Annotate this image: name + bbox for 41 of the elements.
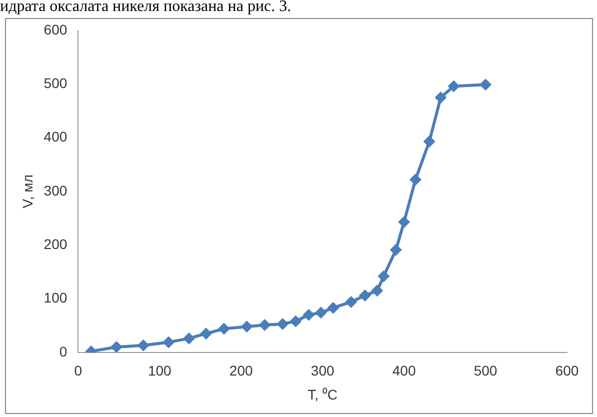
point [258,319,271,332]
y-tick-label: 300 [44,182,68,198]
x-tick-label: 300 [310,362,334,379]
x-axis-title: T, ⁰C [308,386,338,402]
point [390,244,402,256]
point [423,135,436,148]
point [218,322,230,335]
point [409,174,422,186]
point [434,91,447,104]
point [448,80,460,92]
point [110,341,122,352]
x-tick-label: 400 [392,362,416,379]
point [200,328,212,340]
y-tick-label: 500 [44,74,68,91]
point [290,315,302,328]
x-tick-label: 100 [148,362,172,379]
point [480,78,492,91]
y-tick-label: 100 [44,290,68,306]
y-tick-label: 200 [44,236,68,252]
y-tick-label: 400 [44,128,68,145]
y-tick-label: 0 [59,343,68,360]
y-tick-label: 600 [44,21,68,38]
x-tick-label: 0 [74,362,82,379]
point [302,308,315,321]
point [398,216,410,228]
point [240,320,253,333]
y-axis-title: V, мл [19,174,36,208]
point [162,336,175,348]
point [327,302,340,314]
point [276,318,289,330]
point [371,284,384,297]
x-tick-label: 200 [229,362,253,379]
point [358,290,371,302]
x-tick-label: 500 [474,362,498,379]
x-tick-label: 600 [555,362,579,379]
point [137,339,150,352]
point [378,270,390,282]
point [345,296,358,308]
point [182,332,195,344]
point [314,306,327,319]
text: идрата оксалата никеля показана на рис. 3. [0,0,292,16]
